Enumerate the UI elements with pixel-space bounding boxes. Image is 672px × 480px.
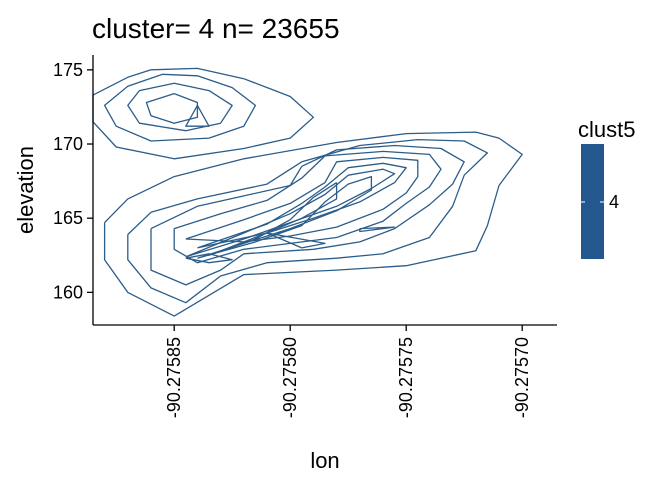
- x-tick-label: -90.27575: [396, 337, 416, 418]
- contour-line-15: [185, 253, 233, 264]
- x-axis-ticks: -90.27585 -90.27580 -90.27575 -90.27570: [164, 325, 532, 418]
- x-tick-label: -90.27580: [280, 337, 300, 418]
- contour-line-5: [185, 105, 210, 127]
- contour-line-9: [173, 150, 442, 264]
- y-axis-ticks: 160 165 170 175: [53, 60, 93, 302]
- x-tick-label: -90.27585: [164, 337, 184, 418]
- contour-line-14: [208, 182, 338, 256]
- contour-line-4: [145, 92, 199, 124]
- contour-line-10: [185, 156, 419, 243]
- legend-tick-label: 4: [609, 192, 619, 212]
- contour-line-11: [197, 162, 407, 249]
- contour-line-6: [103, 131, 523, 317]
- contour-line-3: [127, 82, 233, 132]
- contour-line-1: [92, 67, 315, 160]
- y-tick-label: 170: [53, 134, 83, 154]
- contour-line-7: [127, 138, 489, 304]
- x-tick-label: -90.27570: [512, 337, 532, 418]
- y-axis-title: elevation: [13, 146, 38, 234]
- contour-line-13: [197, 175, 373, 259]
- y-tick-label: 165: [53, 208, 83, 228]
- legend-colorbar: [581, 144, 604, 259]
- contour-line-16: [266, 232, 326, 249]
- contour-line-12: [185, 168, 396, 258]
- contour-line-17: [359, 226, 396, 233]
- legend-title: clust5: [578, 117, 635, 142]
- chart-title: cluster= 4 n= 23655: [92, 13, 340, 44]
- contour-line-2: [103, 73, 257, 142]
- legend: clust5 4: [578, 117, 635, 259]
- contour-lines: [92, 67, 523, 317]
- y-tick-label: 160: [53, 282, 83, 302]
- x-axis-title: lon: [310, 448, 339, 473]
- y-tick-label: 175: [53, 60, 83, 80]
